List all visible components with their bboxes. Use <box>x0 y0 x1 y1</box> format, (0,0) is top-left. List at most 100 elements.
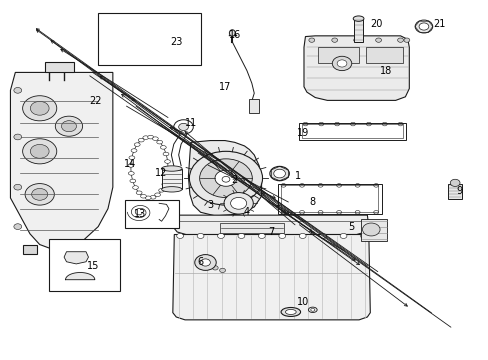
Ellipse shape <box>134 143 140 147</box>
Circle shape <box>217 233 224 238</box>
Ellipse shape <box>102 247 106 249</box>
Circle shape <box>65 242 87 258</box>
Bar <box>299 123 406 140</box>
Ellipse shape <box>164 42 173 52</box>
Circle shape <box>30 102 49 115</box>
Text: 14: 14 <box>123 159 136 169</box>
Text: 4: 4 <box>244 207 249 217</box>
Polygon shape <box>64 252 88 264</box>
Circle shape <box>269 166 289 181</box>
Circle shape <box>360 233 366 238</box>
Circle shape <box>14 224 21 229</box>
Ellipse shape <box>154 20 169 35</box>
Ellipse shape <box>281 307 300 316</box>
Ellipse shape <box>164 160 170 163</box>
Text: 6: 6 <box>197 257 203 267</box>
Ellipse shape <box>310 309 314 311</box>
Bar <box>317 46 358 63</box>
Text: 8: 8 <box>309 197 315 207</box>
Text: 17: 17 <box>218 82 231 92</box>
Ellipse shape <box>160 145 166 149</box>
Ellipse shape <box>150 195 156 199</box>
Circle shape <box>32 188 48 200</box>
Circle shape <box>258 233 264 238</box>
Ellipse shape <box>142 45 151 55</box>
Ellipse shape <box>121 42 129 52</box>
Text: 23: 23 <box>170 37 182 47</box>
Bar <box>22 244 37 253</box>
Text: 2: 2 <box>231 175 237 185</box>
Ellipse shape <box>142 136 148 139</box>
Ellipse shape <box>352 16 363 21</box>
Bar <box>125 200 178 228</box>
Circle shape <box>397 38 403 42</box>
Bar <box>98 13 200 65</box>
Circle shape <box>449 179 459 186</box>
Ellipse shape <box>139 42 155 58</box>
Ellipse shape <box>147 135 153 139</box>
Circle shape <box>418 23 428 30</box>
Ellipse shape <box>130 179 136 183</box>
Ellipse shape <box>161 40 176 55</box>
Circle shape <box>278 233 285 238</box>
Ellipse shape <box>163 175 169 179</box>
Circle shape <box>194 255 216 270</box>
Ellipse shape <box>152 137 158 140</box>
Circle shape <box>331 56 351 71</box>
Ellipse shape <box>104 243 109 246</box>
Bar <box>249 99 259 113</box>
Polygon shape <box>188 140 261 216</box>
Circle shape <box>308 38 314 42</box>
Circle shape <box>212 266 218 270</box>
Circle shape <box>375 38 381 42</box>
Bar <box>277 184 382 214</box>
Circle shape <box>199 159 252 198</box>
Ellipse shape <box>100 240 104 243</box>
Ellipse shape <box>285 310 296 315</box>
Circle shape <box>173 120 193 134</box>
Circle shape <box>61 121 76 132</box>
Text: 11: 11 <box>184 118 197 128</box>
Ellipse shape <box>145 196 151 199</box>
Circle shape <box>273 169 285 178</box>
Circle shape <box>71 246 81 253</box>
Bar <box>353 19 362 42</box>
Ellipse shape <box>140 194 146 198</box>
Ellipse shape <box>131 149 137 152</box>
Polygon shape <box>172 234 369 320</box>
Circle shape <box>25 184 54 205</box>
Circle shape <box>353 38 359 42</box>
Circle shape <box>215 170 237 186</box>
Bar <box>220 223 283 233</box>
Text: 1: 1 <box>294 171 301 181</box>
Circle shape <box>14 184 21 190</box>
Polygon shape <box>65 273 95 280</box>
Circle shape <box>176 233 183 238</box>
Ellipse shape <box>132 18 147 33</box>
Circle shape <box>76 266 84 272</box>
Circle shape <box>224 193 253 214</box>
Circle shape <box>14 87 21 93</box>
Circle shape <box>189 151 262 205</box>
Ellipse shape <box>154 193 160 197</box>
Ellipse shape <box>117 40 133 55</box>
Ellipse shape <box>128 172 134 175</box>
Circle shape <box>30 144 49 158</box>
Circle shape <box>78 286 82 289</box>
Circle shape <box>22 96 57 121</box>
Text: 5: 5 <box>348 222 354 231</box>
Text: 19: 19 <box>296 129 308 138</box>
Text: 9: 9 <box>455 186 461 196</box>
Circle shape <box>197 233 203 238</box>
Ellipse shape <box>138 138 144 142</box>
Bar <box>66 244 81 253</box>
Circle shape <box>414 20 432 33</box>
Ellipse shape <box>110 20 125 35</box>
Ellipse shape <box>161 186 182 192</box>
Circle shape <box>362 223 379 236</box>
Bar <box>447 184 461 199</box>
Circle shape <box>55 116 82 136</box>
Ellipse shape <box>161 166 182 171</box>
Circle shape <box>331 38 337 42</box>
Polygon shape <box>304 36 408 100</box>
